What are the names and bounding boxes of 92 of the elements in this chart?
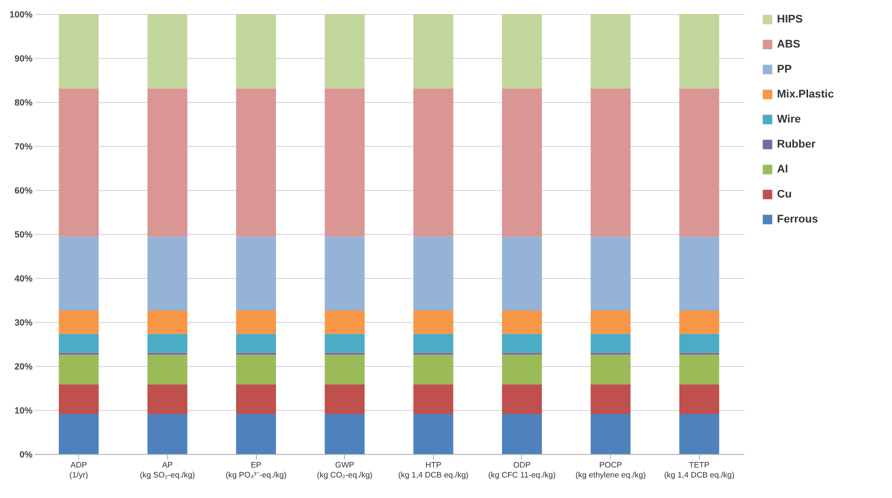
- bar: [679, 414, 720, 454]
- bar: [147, 334, 188, 353]
- y-tick-label: 0%: [19, 450, 32, 460]
- legend-label: Rubber: [777, 138, 816, 150]
- bar: [679, 14, 720, 88]
- bar: [413, 14, 454, 88]
- bar: [236, 236, 276, 311]
- bar: [58, 334, 99, 353]
- bar: [147, 88, 188, 237]
- bar: [147, 384, 188, 414]
- legend-label: Al: [777, 164, 788, 176]
- bar: [502, 310, 542, 334]
- y-tick-label: 70%: [14, 142, 32, 152]
- x-tick-label: TETP (kg 1,4 DCB eq./kg): [664, 460, 735, 480]
- bar: [236, 354, 276, 384]
- bar: [58, 88, 99, 237]
- x-tick-label: POCP (kg ethylene eq./kg): [575, 460, 646, 480]
- bar: [590, 354, 631, 384]
- x-tick-label: EP (kg PO₄³⁻-eq./kg): [226, 460, 287, 480]
- bar: [147, 236, 188, 311]
- bar: [58, 354, 99, 384]
- bar: [679, 354, 720, 384]
- bar: [679, 310, 720, 334]
- bar: [324, 354, 365, 384]
- x-tick-label: HTP (kg 1,4 DCB eq./kg): [398, 460, 469, 480]
- legend-label: PP: [777, 64, 792, 76]
- legend-label: ABS: [777, 38, 800, 50]
- legend-label: Mix.Plastic: [777, 88, 834, 100]
- y-tick-label: 40%: [14, 274, 32, 284]
- bar: [58, 384, 99, 414]
- legend-label: Cu: [777, 188, 792, 200]
- bar: [324, 310, 365, 334]
- bar: [590, 310, 631, 334]
- y-tick-label: 80%: [14, 98, 32, 108]
- legend-label: HIPS: [777, 14, 803, 26]
- bar: [236, 334, 276, 353]
- x-tick-label: GWP (kg CO₂-eq./kg): [316, 460, 373, 480]
- bar: [324, 384, 365, 414]
- bar: [324, 334, 365, 353]
- bar: [502, 88, 542, 237]
- bar: [502, 384, 542, 414]
- bar: [502, 14, 542, 88]
- bar: [413, 384, 454, 414]
- y-tick-label: 90%: [14, 54, 32, 64]
- bar: [679, 334, 720, 353]
- bar: [502, 334, 542, 353]
- bar: [236, 310, 276, 334]
- bar: [58, 236, 99, 311]
- x-tick-label: ADP (1/yr): [69, 460, 88, 480]
- bar: [236, 14, 276, 88]
- bar: [502, 236, 542, 311]
- y-tick-label: 30%: [14, 318, 32, 328]
- bar: [147, 354, 188, 384]
- bar: [58, 414, 99, 454]
- y-tick-label: 20%: [14, 362, 32, 372]
- bar: [236, 414, 276, 454]
- bar: [679, 236, 720, 311]
- bar: [413, 88, 454, 237]
- bar: [502, 414, 542, 454]
- y-tick-label: 60%: [14, 186, 32, 196]
- bar: [324, 14, 365, 88]
- bar: [413, 236, 454, 311]
- legend-label: Wire: [777, 114, 801, 126]
- bar: [413, 310, 454, 334]
- bar: [58, 310, 99, 334]
- bar: [147, 414, 188, 454]
- y-tick-label: 10%: [14, 406, 32, 416]
- bar: [679, 384, 720, 414]
- x-tick-label: ODP (kg CFC 11-eq./kg): [488, 460, 556, 480]
- bar: [590, 236, 631, 311]
- bar: [413, 354, 454, 384]
- y-tick-label: 50%: [14, 230, 32, 240]
- bar: [590, 334, 631, 353]
- bar: [58, 14, 99, 88]
- bar: [590, 384, 631, 414]
- y-tick-label: 100%: [9, 10, 32, 20]
- bar: [413, 414, 454, 454]
- bar: [590, 14, 631, 88]
- bar: [236, 88, 276, 237]
- bar: [590, 88, 631, 237]
- bar: [236, 384, 276, 414]
- x-tick-label: AP (kg SO₂-eq./kg): [140, 460, 196, 480]
- bar: [590, 414, 631, 454]
- bar: [324, 88, 365, 237]
- bar: [502, 354, 542, 384]
- bar: [324, 414, 365, 454]
- bar: [147, 14, 188, 88]
- bar: [147, 310, 188, 334]
- bar: [679, 88, 720, 237]
- bar: [413, 334, 454, 353]
- bar: [324, 236, 365, 311]
- legend-label: Ferrous: [777, 214, 818, 226]
